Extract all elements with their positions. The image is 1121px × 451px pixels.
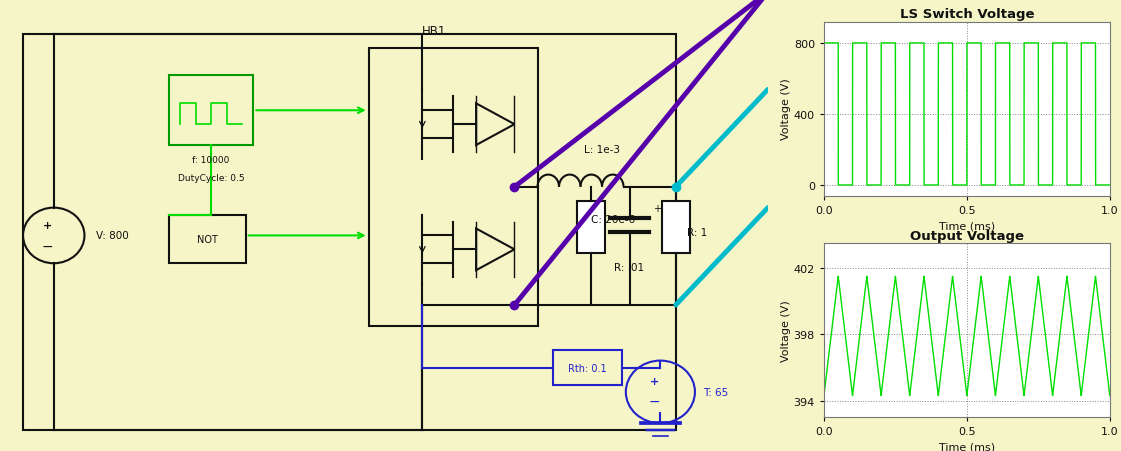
Text: V: 800: V: 800: [96, 231, 129, 241]
FancyBboxPatch shape: [661, 201, 689, 253]
Text: +: +: [43, 221, 53, 230]
X-axis label: Time (ms): Time (ms): [938, 221, 995, 231]
Text: f: 10000: f: 10000: [193, 156, 230, 165]
Text: R: .01: R: .01: [614, 262, 645, 272]
Text: NOT: NOT: [197, 235, 217, 244]
Text: −: −: [41, 239, 54, 253]
Text: C: 20e-6: C: 20e-6: [591, 214, 636, 224]
Text: T: 65: T: 65: [703, 387, 728, 397]
Text: Rth: 0.1: Rth: 0.1: [568, 363, 606, 373]
Text: L: 1e-3: L: 1e-3: [584, 145, 620, 155]
X-axis label: Time (ms): Time (ms): [938, 442, 995, 451]
Text: HB1: HB1: [423, 25, 446, 38]
Text: DutyCycle: 0.5: DutyCycle: 0.5: [178, 174, 244, 182]
FancyBboxPatch shape: [577, 201, 605, 253]
Text: −: −: [648, 394, 660, 408]
Text: +: +: [649, 377, 659, 387]
Y-axis label: Voltage (V): Voltage (V): [781, 78, 791, 140]
Y-axis label: Voltage (V): Voltage (V): [781, 299, 791, 361]
Title: LS Switch Voltage: LS Switch Voltage: [900, 9, 1034, 21]
Text: +: +: [652, 204, 660, 214]
Text: R: 1: R: 1: [687, 228, 707, 238]
Title: Output Voltage: Output Voltage: [910, 230, 1023, 242]
